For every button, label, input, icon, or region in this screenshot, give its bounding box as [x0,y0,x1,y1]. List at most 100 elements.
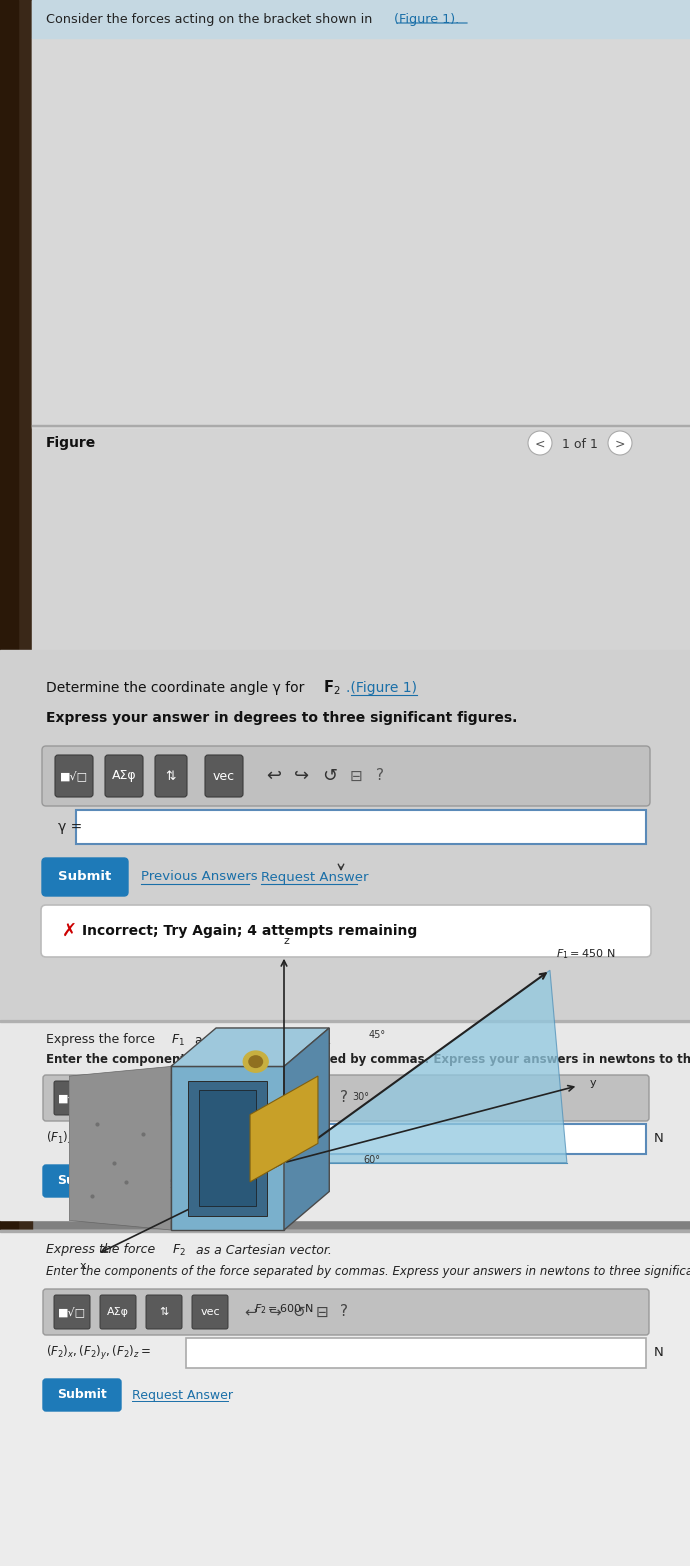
Polygon shape [188,1081,267,1215]
Text: Figure: Figure [46,435,96,449]
Polygon shape [250,1076,318,1182]
Text: ?: ? [340,1090,348,1106]
Text: ⇅: ⇅ [166,769,176,783]
Text: 1 of 1: 1 of 1 [562,437,598,451]
Polygon shape [284,971,567,1162]
Circle shape [249,1055,262,1068]
Text: $(F_2)_x, (F_2)_y, (F_2)_z =$: $(F_2)_x, (F_2)_y, (F_2)_z =$ [46,1344,151,1362]
Text: ⊟: ⊟ [350,769,363,783]
Text: Incorrect; Try Again; 4 attempts remaining: Incorrect; Try Again; 4 attempts remaini… [82,924,417,938]
Text: 45°: 45° [228,1189,244,1198]
Polygon shape [284,1027,329,1229]
Text: Request Answer: Request Answer [132,1389,233,1402]
FancyBboxPatch shape [205,755,243,797]
Text: Submit: Submit [57,1389,107,1402]
Circle shape [608,431,632,456]
Circle shape [244,1051,268,1073]
Text: $\mathbf{F}_2$: $\mathbf{F}_2$ [323,678,341,697]
Text: ↺: ↺ [292,1304,305,1320]
Circle shape [528,431,552,456]
Text: Submit: Submit [59,871,112,883]
Text: ↩: ↩ [244,1090,257,1106]
Text: ↩: ↩ [266,767,281,785]
Text: Previous Answers: Previous Answers [141,871,257,883]
FancyBboxPatch shape [41,905,651,957]
FancyBboxPatch shape [186,1124,646,1154]
Text: vec: vec [213,769,235,783]
FancyBboxPatch shape [54,1295,90,1330]
Text: $F_1 = 450\ \mathrm{N}$: $F_1 = 450\ \mathrm{N}$ [555,947,615,960]
FancyBboxPatch shape [100,1295,136,1330]
Text: ΑΣφ: ΑΣφ [107,1308,129,1317]
Text: γ =: γ = [58,821,82,835]
Text: Express the force: Express the force [46,1243,159,1256]
Text: >: > [615,437,625,451]
Text: $(F_1)_x, (F_1)_y, (F_1)_z =$: $(F_1)_x, (F_1)_y, (F_1)_z =$ [46,1131,151,1148]
Text: x: x [79,1261,86,1272]
Text: ■√□: ■√□ [58,1306,86,1317]
Bar [0,1229,690,1232]
FancyBboxPatch shape [54,1081,90,1115]
Text: ■√□: ■√□ [60,770,88,781]
FancyBboxPatch shape [43,1380,121,1411]
Text: ΑΣφ: ΑΣφ [112,769,137,783]
Text: 45°: 45° [369,1029,386,1040]
Text: ■√□: ■√□ [58,1093,86,1104]
FancyBboxPatch shape [146,1081,182,1115]
FancyBboxPatch shape [192,1295,228,1330]
Text: $F_2$: $F_2$ [172,1242,186,1257]
Text: Submit: Submit [57,1174,107,1187]
Text: ?: ? [340,1304,348,1320]
Text: ↪: ↪ [294,767,309,785]
FancyBboxPatch shape [43,1074,649,1121]
Text: .(Figure 1): .(Figure 1) [346,681,417,695]
FancyBboxPatch shape [100,1081,136,1115]
Text: ⇅: ⇅ [159,1093,168,1102]
Text: Express the force: Express the force [46,1034,159,1046]
Text: ΑΣφ: ΑΣφ [107,1093,129,1102]
Text: ?: ? [376,769,384,783]
Text: Express your answer in degrees to three significant figures.: Express your answer in degrees to three … [46,711,518,725]
Bar [0,0,32,1566]
Text: as a Cartesian vector.: as a Cartesian vector. [192,1243,332,1256]
Text: ↪: ↪ [268,1304,281,1320]
Bar [0,650,690,1019]
Text: ⇅: ⇅ [159,1308,168,1317]
Polygon shape [171,1066,284,1229]
Bar [32,0,690,38]
Text: Enter the components of the force separated by commas. Express your answers in n: Enter the components of the force separa… [46,1265,690,1278]
Text: vec: vec [200,1308,220,1317]
Text: Consider the forces acting on the bracket shown in: Consider the forces acting on the bracke… [46,14,376,27]
FancyBboxPatch shape [42,745,650,806]
Text: ↺: ↺ [322,767,337,785]
Text: N: N [654,1347,664,1359]
Text: ⊟: ⊟ [316,1090,328,1106]
Text: ↺: ↺ [292,1090,305,1106]
FancyBboxPatch shape [76,810,646,844]
Text: Enter the components of the force separated by commas. Express your answers in n: Enter the components of the force separa… [46,1054,690,1066]
Text: <: < [535,437,545,451]
Text: Request Answer: Request Answer [132,1174,233,1187]
FancyBboxPatch shape [192,1081,228,1115]
Text: (Figure 1).: (Figure 1). [394,14,460,27]
Bar [0,1019,690,1220]
FancyBboxPatch shape [43,1289,649,1334]
Bar [0,1019,690,1023]
FancyBboxPatch shape [186,1337,646,1369]
Text: $F_1$: $F_1$ [171,1032,185,1048]
FancyBboxPatch shape [105,755,143,797]
Polygon shape [171,1027,329,1066]
Text: N: N [654,1132,664,1145]
Text: ✗: ✗ [62,922,77,940]
Text: 60°: 60° [363,1154,380,1165]
Bar [32,38,690,428]
FancyBboxPatch shape [155,755,187,797]
Polygon shape [199,1090,256,1206]
FancyBboxPatch shape [146,1295,182,1330]
Text: Determine the coordinate angle γ for: Determine the coordinate angle γ for [46,681,308,695]
Text: 30°: 30° [352,1092,369,1102]
Bar [0,1229,690,1566]
Text: vec: vec [200,1093,220,1102]
Bar [0,0,18,1566]
Text: ↪: ↪ [268,1090,281,1106]
